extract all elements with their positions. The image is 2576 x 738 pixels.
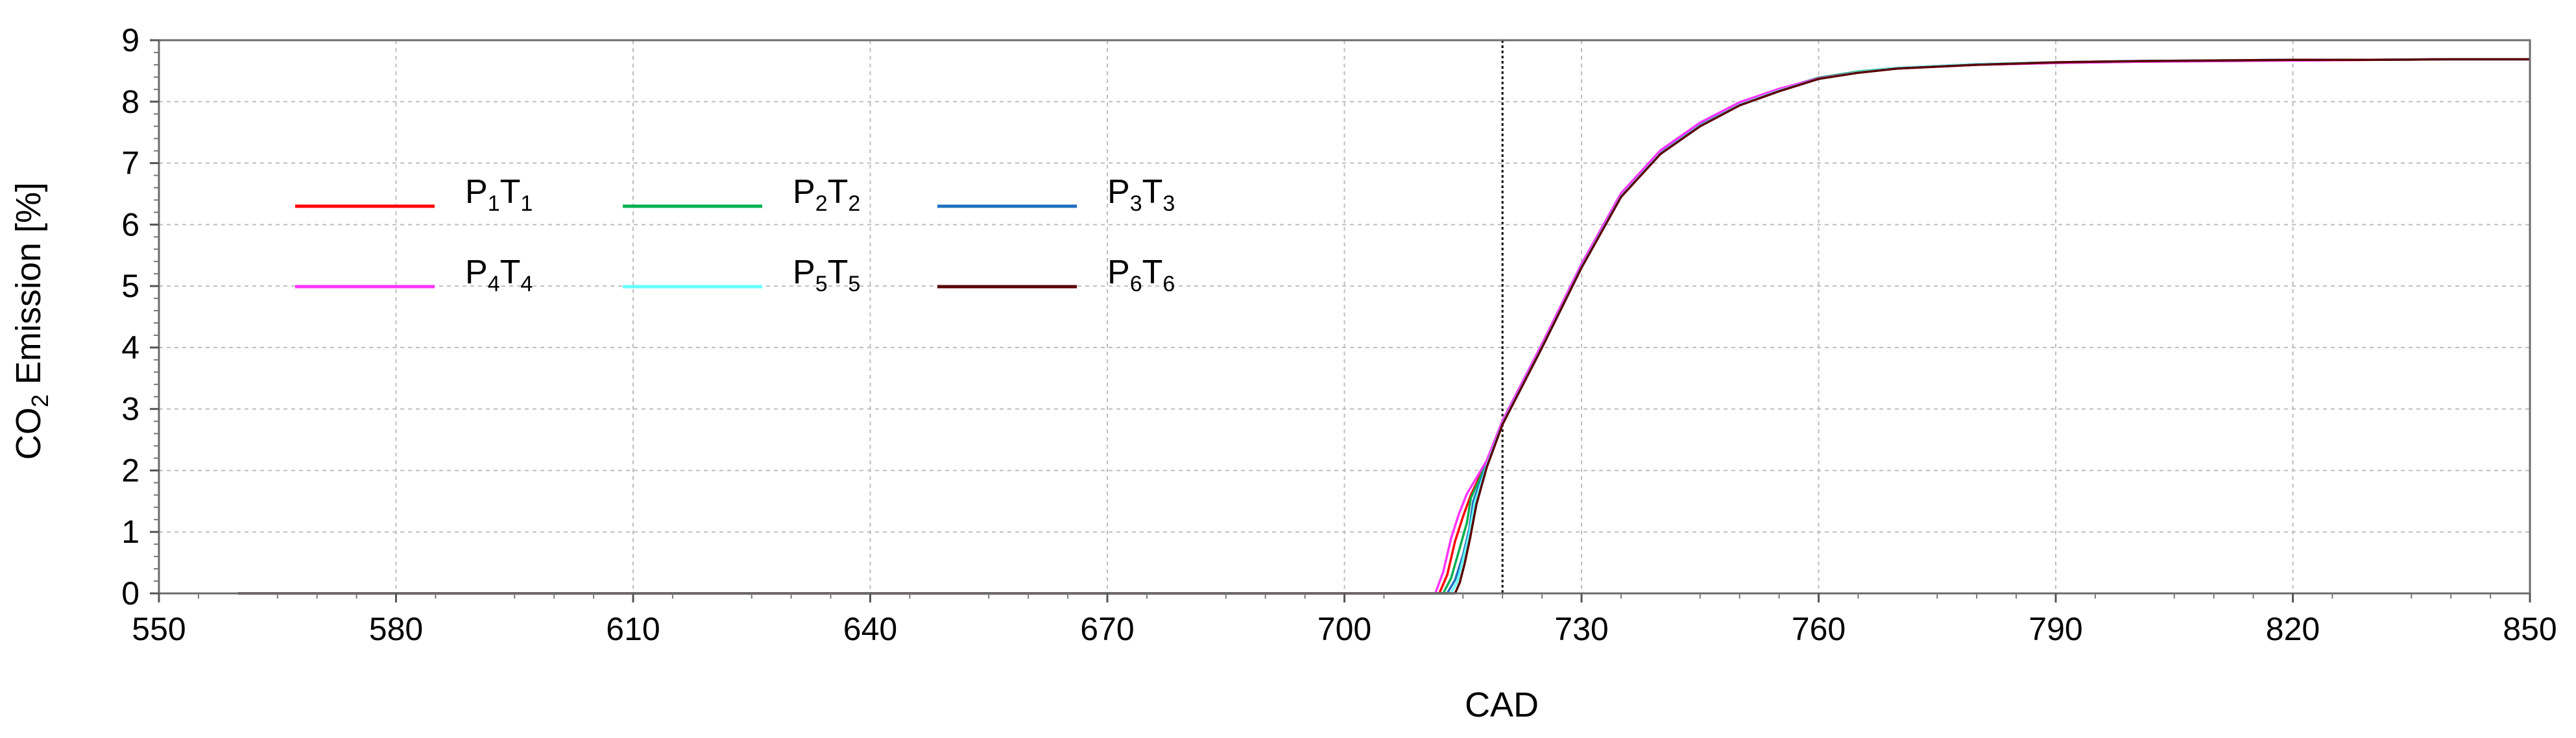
x-tick-label: 670 xyxy=(1080,611,1134,647)
legend-label-5: P5T5 xyxy=(793,254,860,296)
grid-layer xyxy=(159,40,2530,593)
x-tick-label: 760 xyxy=(1792,611,1846,647)
y-tick-label: 2 xyxy=(121,452,139,488)
y-tick-label: 0 xyxy=(121,575,139,612)
x-tick-label: 820 xyxy=(2266,611,2320,647)
y-axis-title: CO2 Emission [%] xyxy=(9,182,53,460)
y-tick-label: 5 xyxy=(121,268,139,304)
legend-label-2: P2T2 xyxy=(793,173,860,216)
x-tick-label: 730 xyxy=(1554,611,1608,647)
x-tick-label: 700 xyxy=(1318,611,1371,647)
legend-label-4: P4T4 xyxy=(465,254,533,296)
legend-label-6: P6T6 xyxy=(1107,254,1175,296)
y-tick-label: 8 xyxy=(121,84,139,120)
y-tick-label: 7 xyxy=(121,145,139,182)
y-axis-title-suffix: Emission [%] xyxy=(9,182,48,394)
x-axis-title: CAD xyxy=(1465,685,1539,724)
x-tick-label: 580 xyxy=(369,611,423,647)
x-tick-label: 850 xyxy=(2503,611,2557,647)
y-tick-label: 3 xyxy=(121,391,139,427)
y-axis-title-subscript: 2 xyxy=(27,394,53,407)
y-tick-label: 9 xyxy=(121,22,139,58)
y-axis-title-prefix: CO xyxy=(9,407,48,460)
legend: P1T1 P2T2 P3T3 P4T4 P5T5 P6T6 xyxy=(295,173,1175,296)
y-tick-label: 1 xyxy=(121,514,139,550)
legend-label-3: P3T3 xyxy=(1107,173,1175,216)
labels-layer: CAD CO2 Emission [%] xyxy=(9,182,1539,724)
x-tick-label: 610 xyxy=(606,611,660,647)
x-tick-label: 550 xyxy=(132,611,186,647)
y-tick-label: 4 xyxy=(121,329,139,366)
ticks-layer: 550 580 610 640 670 700 730 760 790 820 850 0 1 2 3 4 5 6… xyxy=(121,22,2557,647)
y-tick-label: 6 xyxy=(121,206,139,243)
legend-label-1: P1T1 xyxy=(465,173,533,216)
x-tick-label: 790 xyxy=(2028,611,2082,647)
x-tick-label: 640 xyxy=(843,611,897,647)
series-line-6 xyxy=(237,58,2530,595)
series-layer xyxy=(237,58,2530,595)
